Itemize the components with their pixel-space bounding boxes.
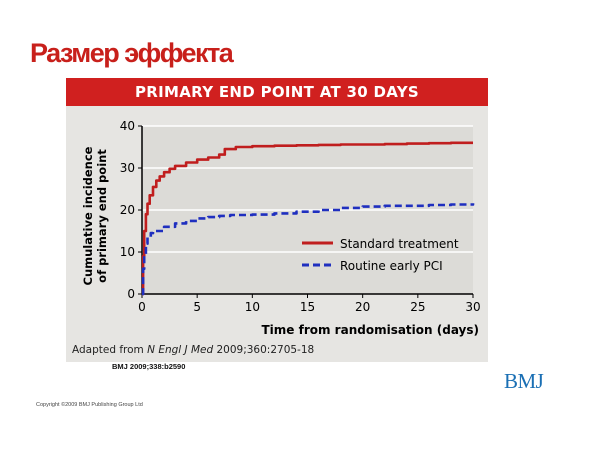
y-axis-label-line2: of primary end point <box>95 149 109 283</box>
source-suffix: 2009;360:2705-18 <box>213 344 315 356</box>
figure: PRIMARY END POINT AT 30 DAYS 0 10 20 30 40 0 5… <box>66 78 488 362</box>
source-journal: N Engl J Med <box>147 344 214 356</box>
x-tick-label: 20 <box>355 300 370 314</box>
series-line-routine-early-pci <box>141 203 475 296</box>
x-tick-label: 5 <box>193 300 201 314</box>
y-tick-label: 30 <box>120 161 135 175</box>
series-line-standard-treatment <box>141 141 473 296</box>
legend-label-standard: Standard treatment <box>340 237 459 251</box>
legend: Standard treatment Routine early PCI <box>302 237 459 273</box>
slide-title: Размер эффекта <box>30 38 234 68</box>
y-axis-label-line1: Cumulative incidence <box>81 146 95 285</box>
x-tick-label: 30 <box>465 300 480 314</box>
x-tick-label: 25 <box>410 300 425 314</box>
y-tick-label: 20 <box>120 203 135 217</box>
source-prefix: Adapted from <box>72 344 148 356</box>
chart-title: PRIMARY END POINT AT 30 DAYS <box>66 78 488 106</box>
chart: 0 10 20 30 40 0 5 10 15 20 25 30 Cumulative inciden… <box>81 119 481 337</box>
x-tick-label: 0 <box>138 300 146 314</box>
citation: BMJ 2009;338:b2590 <box>112 362 186 371</box>
y-tick-label: 0 <box>127 287 135 301</box>
bmj-logo: BMJ <box>504 369 544 393</box>
copyright: Copyright ©2009 BMJ Publishing Group Ltd <box>36 402 143 408</box>
legend-label-routine: Routine early PCI <box>340 259 443 273</box>
y-tick-label: 10 <box>120 245 135 259</box>
source-note: Adapted from N Engl J Med 2009;360:2705-… <box>72 344 314 356</box>
x-tick-label: 10 <box>245 300 260 314</box>
x-tick-label: 15 <box>300 300 315 314</box>
y-tick-label: 40 <box>120 119 135 133</box>
x-axis-label: Time from randomisation (days) <box>262 323 480 337</box>
